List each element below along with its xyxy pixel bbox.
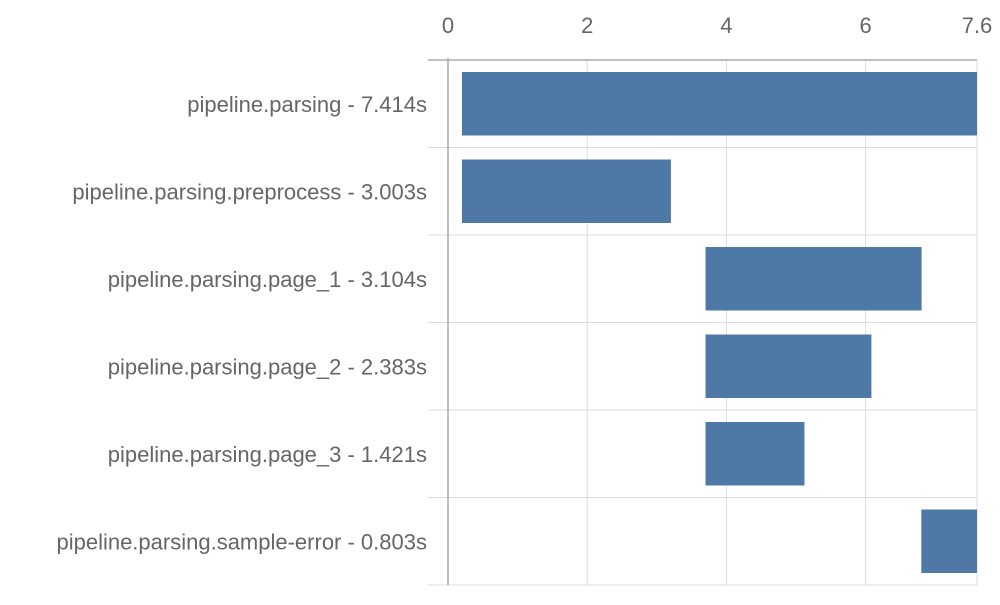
bar-5 <box>705 422 805 486</box>
row-label-3: pipeline.parsing.page_1 - 3.104s <box>108 267 427 292</box>
bar-1 <box>461 72 978 136</box>
row-label-2: pipeline.parsing.preprocess - 3.003s <box>72 179 427 204</box>
axis-layer <box>428 58 977 585</box>
grid-layer <box>428 60 978 586</box>
x-tick-label: 7.6 <box>962 13 993 38</box>
bar-2 <box>461 159 671 223</box>
bar-layer <box>461 72 978 573</box>
row-label-1: pipeline.parsing - 7.414s <box>187 92 427 117</box>
x-tick-label: 4 <box>720 13 732 38</box>
bar-6 <box>921 509 977 573</box>
x-tick-label: 2 <box>581 13 593 38</box>
x-tick-label: 0 <box>442 13 454 38</box>
bar-3 <box>705 247 922 311</box>
row-label-4: pipeline.parsing.page_2 - 2.383s <box>108 354 427 379</box>
bar-4 <box>705 334 872 398</box>
row-label-5: pipeline.parsing.page_3 - 1.421s <box>108 442 427 467</box>
label-layer: 0 2 4 6 7.6 pipeline.parsing - 7.414s pipeline… <box>56 13 992 554</box>
row-label-6: pipeline.parsing.sample-error - 0.803s <box>56 529 427 554</box>
x-tick-label: 6 <box>860 13 872 38</box>
